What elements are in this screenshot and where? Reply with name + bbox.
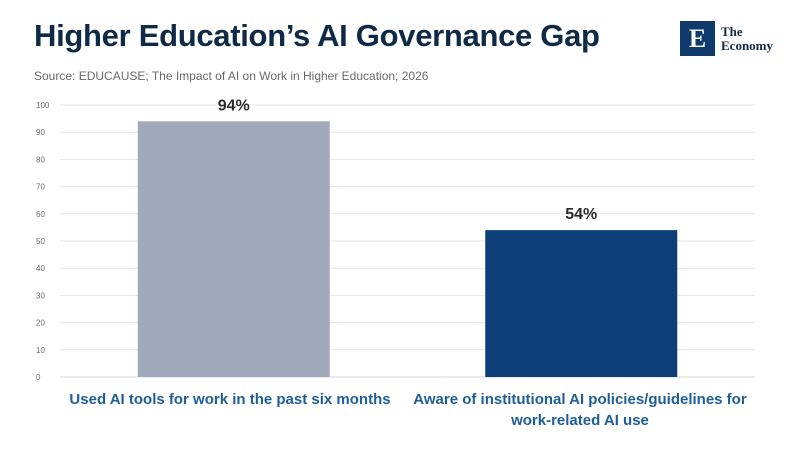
logo-line-1: The — [721, 23, 743, 39]
y-tick-label-80: 80 — [36, 155, 45, 164]
y-tick-label-0: 0 — [36, 373, 41, 382]
y-tick-label-60: 60 — [36, 210, 45, 219]
bar-1 — [485, 230, 678, 377]
category-label-1: Aware of institutional AI policies/guide… — [413, 391, 747, 429]
data-label-0: 94% — [218, 97, 250, 114]
y-tick-label-50: 50 — [36, 237, 45, 246]
logo-mark: E — [680, 21, 715, 56]
chart-title: Higher Education’s AI Governance Gap — [34, 18, 600, 53]
y-tick-label-10: 10 — [36, 346, 45, 355]
logo-line-2: Economy — [721, 37, 773, 53]
y-tick-label-30: 30 — [36, 291, 45, 300]
y-tick-label-40: 40 — [36, 264, 45, 273]
y-tick-label-70: 70 — [36, 183, 45, 192]
y-tick-label-90: 90 — [36, 128, 45, 137]
bar-0 — [137, 121, 330, 377]
data-label-1: 54% — [565, 206, 597, 223]
y-tick-label-100: 100 — [36, 101, 50, 110]
y-tick-label-20: 20 — [36, 319, 45, 328]
brand-logo: E The Economy — [680, 21, 773, 56]
chart-source: Source: EDUCAUSE; The Impact of AI on Wo… — [34, 69, 429, 83]
category-label-0: Used AI tools for work in the past six m… — [69, 391, 391, 408]
logo-text: The Economy — [721, 23, 773, 53]
